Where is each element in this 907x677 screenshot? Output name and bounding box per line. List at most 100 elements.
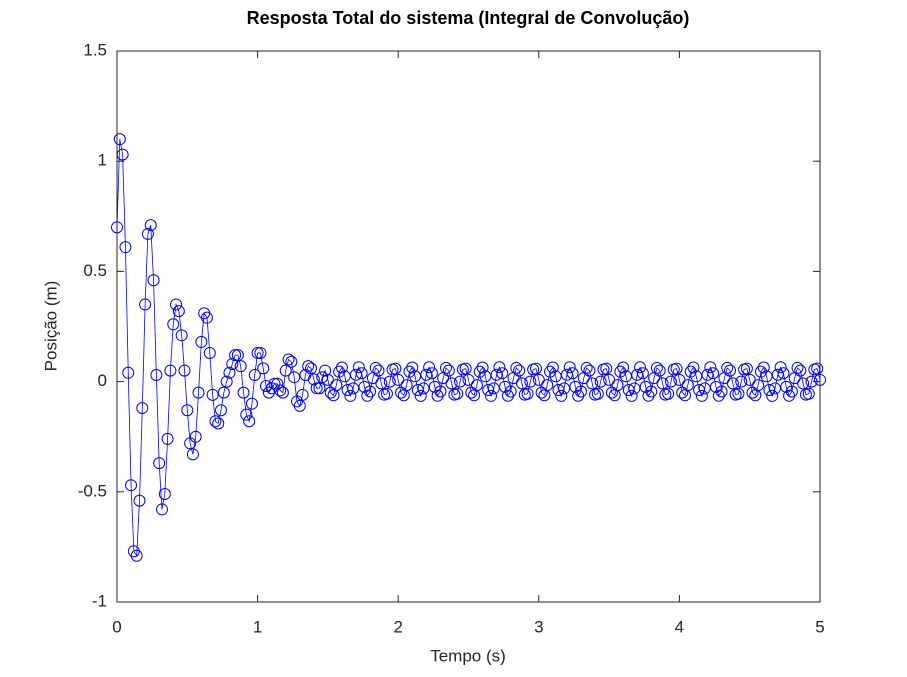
data-point <box>240 408 253 421</box>
data-point <box>380 387 393 400</box>
data-point <box>305 362 318 375</box>
data-point <box>271 377 284 390</box>
data-point <box>139 298 152 311</box>
data-point <box>451 387 464 400</box>
data-point <box>476 361 489 374</box>
data-point <box>321 373 334 386</box>
x-tick-label: 5 <box>815 617 824 636</box>
y-tick-label: -1 <box>92 591 107 610</box>
data-point <box>496 367 509 380</box>
data-point <box>364 385 377 398</box>
data-point <box>186 448 199 461</box>
data-point <box>254 346 267 359</box>
data-point <box>715 385 728 398</box>
data-point <box>392 373 405 386</box>
data-point <box>192 386 205 399</box>
data-point <box>209 415 222 428</box>
data-point <box>583 364 596 377</box>
data-point <box>226 357 239 370</box>
y-tick-label: 0.5 <box>83 261 107 280</box>
data-point <box>355 367 368 380</box>
data-point <box>580 361 593 374</box>
y-tick-label: 0 <box>98 371 107 390</box>
data-point <box>707 367 720 380</box>
data-point <box>712 389 725 402</box>
x-tick-label: 3 <box>534 617 543 636</box>
data-point <box>636 367 649 380</box>
data-point <box>752 379 765 392</box>
data-point <box>771 368 784 381</box>
data-point <box>482 383 495 396</box>
data-point <box>797 377 810 390</box>
data-point <box>223 366 236 379</box>
data-point <box>625 389 638 402</box>
data-point <box>513 364 526 377</box>
data-point <box>653 364 666 377</box>
data-point <box>735 375 748 388</box>
data-point <box>220 375 233 388</box>
data-point <box>375 377 388 390</box>
data-point <box>434 385 447 398</box>
chart-title: Resposta Total do sistema (Integral de C… <box>247 8 690 28</box>
data-point <box>383 375 396 388</box>
data-point <box>195 335 208 348</box>
data-point <box>552 383 565 396</box>
data-point <box>285 355 298 368</box>
data-point <box>158 488 171 501</box>
data-point <box>510 361 523 374</box>
data-point <box>732 387 745 400</box>
data-point <box>490 368 503 381</box>
data-point <box>504 385 517 398</box>
data-point <box>389 362 402 375</box>
data-point <box>411 383 424 396</box>
data-point <box>572 389 585 402</box>
data-point <box>217 386 230 399</box>
data-point <box>319 364 332 377</box>
data-point <box>372 364 385 377</box>
data-point <box>524 375 537 388</box>
data-point <box>330 379 343 392</box>
data-point <box>260 380 273 393</box>
data-point <box>440 361 453 374</box>
data-point <box>431 389 444 402</box>
data-point <box>563 361 576 374</box>
data-point <box>591 387 604 400</box>
data-point <box>279 364 292 377</box>
data-point <box>307 373 320 386</box>
data-point <box>276 386 289 399</box>
data-point <box>119 241 132 254</box>
data-point <box>743 373 756 386</box>
data-point <box>631 368 644 381</box>
data-point <box>442 364 455 377</box>
data-point <box>664 375 677 388</box>
data-point <box>740 362 753 375</box>
data-point <box>673 373 686 386</box>
data-point <box>622 383 635 396</box>
data-point <box>600 362 613 375</box>
data-point <box>617 361 630 374</box>
data-point <box>693 383 706 396</box>
data-point <box>802 387 815 400</box>
data-point <box>369 361 382 374</box>
y-tick-label: 1 <box>98 151 107 170</box>
data-point <box>645 385 658 398</box>
data-point <box>763 383 776 396</box>
data-point <box>406 361 419 374</box>
data-point <box>814 373 826 386</box>
data-point <box>181 404 194 417</box>
data-point <box>611 379 624 392</box>
data-point <box>245 397 258 410</box>
data-point <box>178 364 191 377</box>
data-point <box>794 364 807 377</box>
x-tick-label: 2 <box>393 617 402 636</box>
data-point <box>566 367 579 380</box>
x-axis-label: Tempo (s) <box>430 646 506 665</box>
data-point <box>774 361 787 374</box>
data-point <box>150 368 163 381</box>
data-point <box>243 415 256 428</box>
data-point <box>529 362 542 375</box>
data-point <box>670 362 683 375</box>
data-point <box>400 379 413 392</box>
data-point <box>144 219 157 232</box>
